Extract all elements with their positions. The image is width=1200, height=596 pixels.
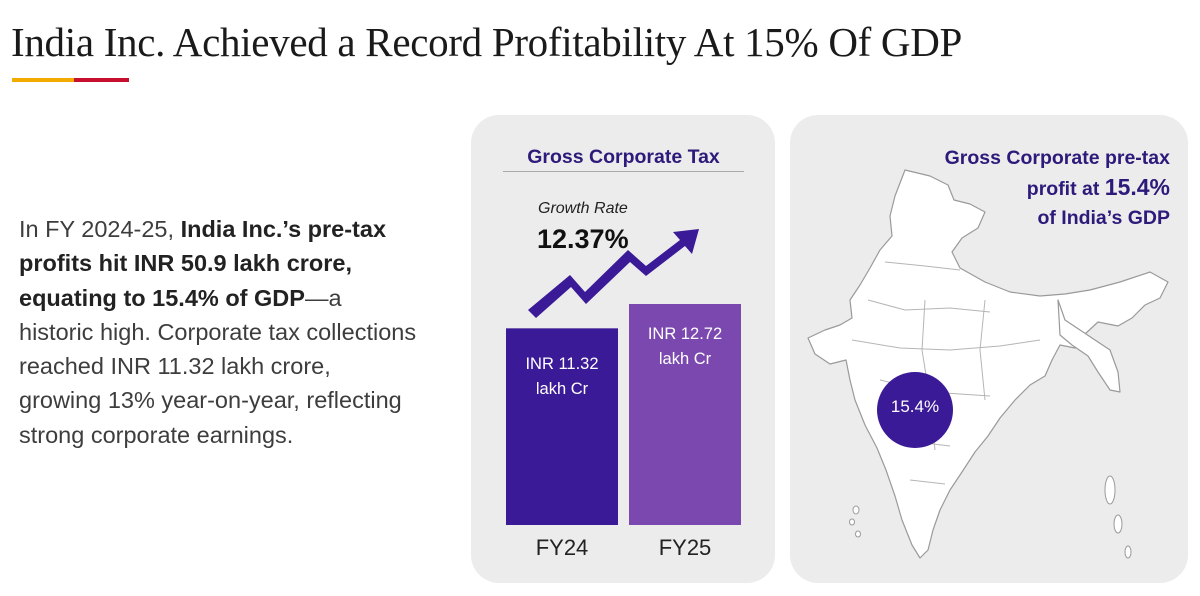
island-shape bbox=[849, 518, 855, 526]
map-title-line3: of India’s GDP bbox=[1037, 207, 1170, 229]
growth-rate-label: Growth Rate bbox=[538, 200, 628, 217]
accent-bar-red bbox=[74, 78, 129, 82]
island-shape bbox=[1124, 545, 1132, 559]
map-title-line2: profit at 15.4% bbox=[945, 173, 1170, 204]
map-title-line1: Gross Corporate pre-tax bbox=[944, 147, 1170, 169]
bar-value-fy25: INR 12.72 bbox=[647, 325, 723, 343]
island-shape bbox=[852, 505, 860, 515]
bar-value-fy24: INR 11.32 bbox=[525, 355, 599, 373]
map-title-value: 15.4% bbox=[1104, 174, 1170, 200]
map-card-title: Gross Corporate pre-tax profit at 15.4% … bbox=[945, 144, 1170, 233]
border-line bbox=[979, 299, 986, 401]
x-tick-fy24: FY24 bbox=[535, 535, 589, 560]
india-mainland-shape bbox=[807, 169, 1169, 559]
bar-value-label-fy25: INR 12.72 lakh Cr bbox=[629, 322, 741, 372]
india-map-outline bbox=[807, 169, 1169, 559]
summary-highlight: India Inc.’s pre-tax profits hit INR 50.… bbox=[19, 216, 387, 311]
islands bbox=[849, 475, 1132, 559]
summary-intro: In FY 2024-25, bbox=[19, 216, 181, 242]
bar-unit-fy24: lakh Cr bbox=[535, 380, 589, 398]
accent-bar-yellow bbox=[12, 78, 74, 82]
page-title: India Inc. Achieved a Record Profitabili… bbox=[11, 19, 963, 65]
border-line bbox=[884, 261, 961, 271]
bar-unit-fy25: lakh Cr bbox=[658, 350, 712, 368]
border-line bbox=[851, 339, 1041, 351]
border-line bbox=[909, 479, 946, 485]
island-shape bbox=[1104, 475, 1116, 505]
border-line bbox=[867, 299, 991, 313]
bar-value-label-fy24: INR 11.32 lakh Cr bbox=[506, 352, 618, 402]
island-shape bbox=[1113, 514, 1123, 534]
growth-arrow-icon bbox=[528, 229, 699, 318]
gdp-share-badge-label: 15.4% bbox=[890, 397, 940, 416]
growth-rate-value: 12.37% bbox=[537, 224, 629, 254]
gdp-share-badge bbox=[877, 372, 953, 448]
x-tick-fy25: FY25 bbox=[658, 535, 712, 560]
bar-fy25 bbox=[629, 304, 741, 525]
island-shape bbox=[855, 530, 861, 538]
bar-fy24 bbox=[506, 328, 618, 525]
tax-card-divider bbox=[503, 171, 744, 172]
tax-card-title: Gross Corporate Tax bbox=[527, 146, 720, 168]
map-title-prefix: profit at bbox=[1026, 178, 1105, 200]
summary-paragraph: In FY 2024-25, India Inc.’s pre-tax prof… bbox=[19, 212, 419, 452]
northeast-region-shape bbox=[1057, 299, 1121, 393]
summary-rest: —a historic high. Corporate tax collecti… bbox=[19, 284, 417, 448]
